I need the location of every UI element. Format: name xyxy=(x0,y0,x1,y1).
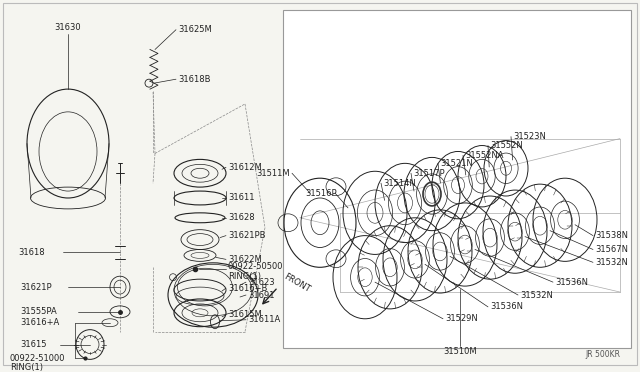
Text: 31621PB: 31621PB xyxy=(228,231,266,240)
Text: 31523N: 31523N xyxy=(513,132,546,141)
FancyBboxPatch shape xyxy=(283,10,631,349)
Text: 31612M: 31612M xyxy=(228,163,262,172)
Text: 31521N: 31521N xyxy=(440,159,473,168)
Text: 31630: 31630 xyxy=(54,23,81,32)
Text: 31552N: 31552N xyxy=(490,141,523,150)
Text: 31555PA: 31555PA xyxy=(20,307,57,316)
Text: 31611: 31611 xyxy=(228,193,255,202)
Text: 31536N: 31536N xyxy=(555,278,588,287)
Text: 31618B: 31618B xyxy=(178,75,211,84)
Text: 31536N: 31536N xyxy=(490,302,523,311)
Text: 31532N: 31532N xyxy=(520,291,553,299)
Text: 31628: 31628 xyxy=(228,213,255,222)
Text: 31621P: 31621P xyxy=(20,283,52,292)
Text: 31529N: 31529N xyxy=(445,314,477,323)
Text: FRONT: FRONT xyxy=(282,272,312,294)
Text: 31517P: 31517P xyxy=(413,169,445,178)
Text: 31622M: 31622M xyxy=(228,255,262,264)
Text: 31532N: 31532N xyxy=(595,258,628,267)
Text: 31691: 31691 xyxy=(248,291,275,299)
Text: RING(1): RING(1) xyxy=(228,272,261,281)
Text: 31516P: 31516P xyxy=(305,189,337,198)
Text: 00922-50500: 00922-50500 xyxy=(228,262,284,271)
Text: 31618: 31618 xyxy=(18,248,45,257)
Text: 31615M: 31615M xyxy=(228,310,262,319)
Text: 31510M: 31510M xyxy=(443,347,477,356)
Text: 31616+A: 31616+A xyxy=(20,318,60,327)
Text: 31625M: 31625M xyxy=(178,25,212,34)
Text: 00922-51000: 00922-51000 xyxy=(10,354,65,363)
Text: 31514N: 31514N xyxy=(383,179,416,187)
Text: 31611A: 31611A xyxy=(248,315,280,324)
Text: 31567N: 31567N xyxy=(595,245,628,254)
Text: 31538N: 31538N xyxy=(595,231,628,240)
Text: 31615: 31615 xyxy=(20,340,47,349)
Text: JR 500KR: JR 500KR xyxy=(585,350,620,359)
Text: 31552NA: 31552NA xyxy=(465,151,504,160)
Text: 31511M: 31511M xyxy=(257,169,290,178)
Text: 31623: 31623 xyxy=(248,278,275,287)
Text: 31616+B: 31616+B xyxy=(228,283,268,293)
Text: RING(1): RING(1) xyxy=(10,363,43,372)
